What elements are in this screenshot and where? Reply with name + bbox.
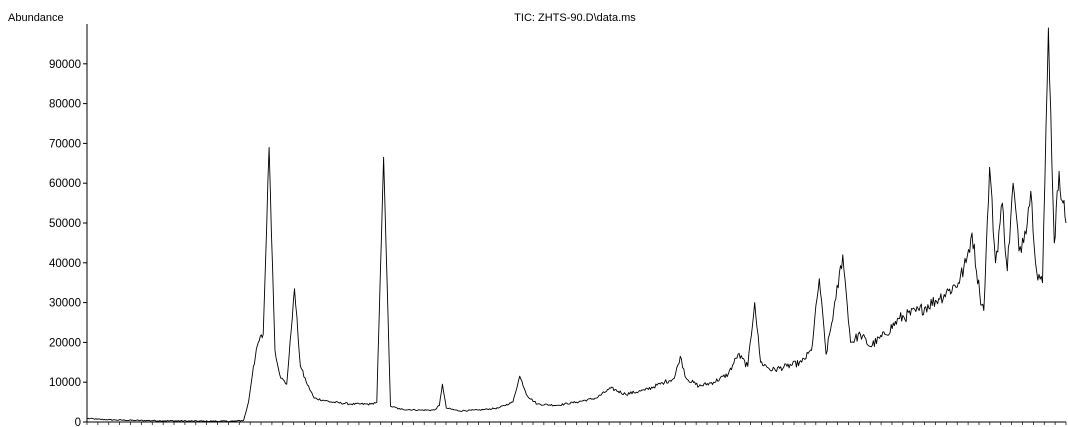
- y-tick-label: 20000: [49, 337, 81, 349]
- tic-series-line: [86, 27, 1067, 423]
- y-tick-label: 40000: [49, 258, 81, 270]
- y-tick-label: 30000: [49, 298, 81, 310]
- y-tick-label: 90000: [49, 59, 81, 71]
- y-ticks: 0 10000 20000 30000 40000 50000 60000 70000 8000…: [49, 59, 87, 427]
- y-tick-label: 70000: [49, 138, 81, 150]
- y-axis-label: Abundance: [8, 12, 64, 24]
- chart-title: TIC: ZHTS-90.D\data.ms: [514, 12, 636, 24]
- x-ticks: [86, 422, 1067, 425]
- y-tick-label: 0: [75, 417, 81, 427]
- y-tick-label: 80000: [49, 99, 81, 111]
- y-tick-label: 60000: [49, 178, 81, 190]
- y-tick-label: 50000: [49, 218, 81, 230]
- y-tick-label: 10000: [49, 377, 81, 389]
